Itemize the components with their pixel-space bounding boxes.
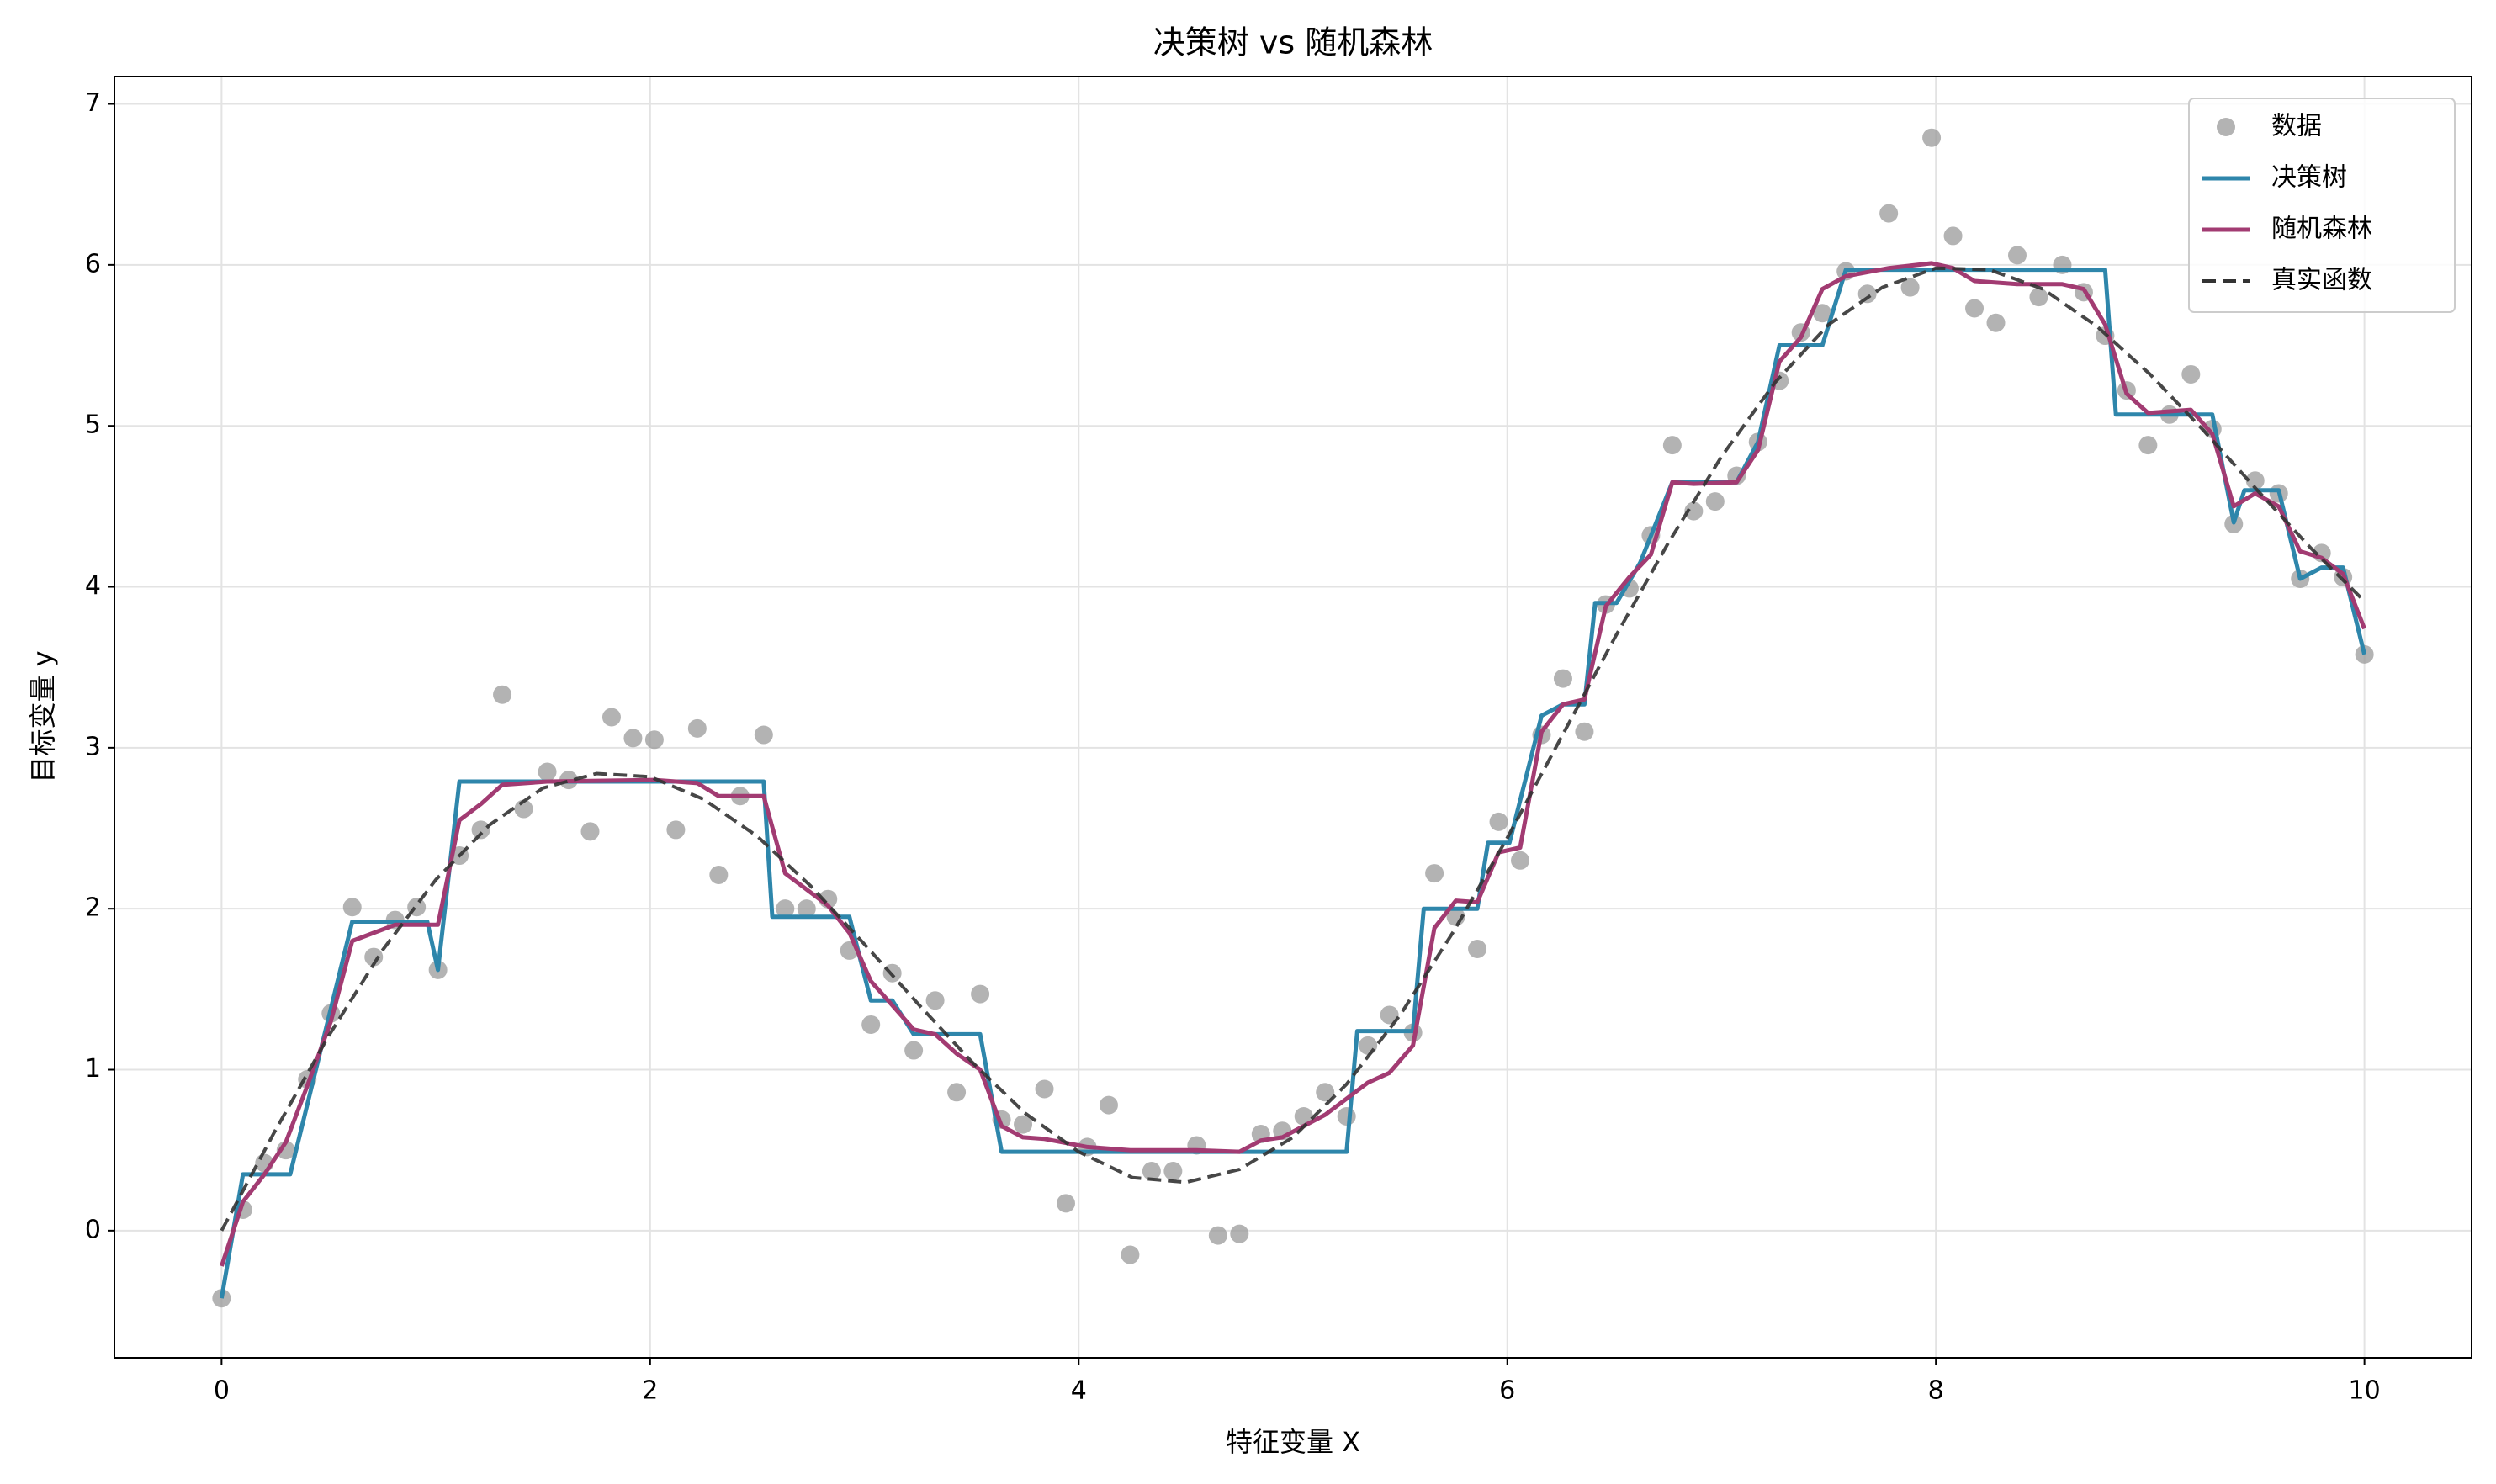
data-point <box>471 820 490 840</box>
data-point <box>493 685 512 704</box>
x-axis-label: 特征变量 X <box>1226 1426 1360 1458</box>
data-point <box>904 1041 924 1060</box>
data-point <box>1900 278 1920 297</box>
data-point <box>1857 284 1877 304</box>
data-point <box>1142 1162 1161 1181</box>
data-point <box>623 729 643 748</box>
data-point <box>1359 1036 1378 1055</box>
y-tick-label: 2 <box>85 893 101 923</box>
chart-title: 决策树 vs 随机森林 <box>1153 24 1433 61</box>
data-point <box>1662 436 1682 455</box>
x-tick-label: 6 <box>1499 1376 1515 1406</box>
prediction-line <box>219 268 2367 1299</box>
true-function-line <box>220 266 2366 1232</box>
prediction-line <box>220 261 2366 1267</box>
data-point <box>1035 1079 1054 1099</box>
legend-label: 决策树 <box>2271 163 2347 193</box>
data-point <box>580 822 600 841</box>
data-point <box>1380 1005 1399 1025</box>
data-point <box>1014 1115 1033 1134</box>
grid <box>114 77 2472 1358</box>
data-point <box>687 718 707 738</box>
y-tick-label: 4 <box>85 571 101 601</box>
data-point <box>2029 288 2048 307</box>
data-point <box>776 899 795 919</box>
data-point <box>364 947 384 967</box>
y-tick-label: 7 <box>85 88 101 118</box>
data-point <box>1425 864 1444 883</box>
data-point <box>797 899 816 919</box>
data-point <box>1965 299 1985 318</box>
x-tick-label: 10 <box>2349 1376 2381 1406</box>
data-point <box>754 725 773 745</box>
y-tick-label: 6 <box>85 249 101 278</box>
data-point <box>342 898 362 917</box>
legend-label: 真实函数 <box>2271 266 2372 295</box>
data-point <box>1337 1107 1356 1126</box>
data-point <box>514 799 533 819</box>
y-tick-label: 0 <box>85 1215 101 1244</box>
data-point <box>947 1083 967 1102</box>
x-tick-label: 4 <box>1071 1376 1087 1406</box>
data-point <box>1553 669 1572 688</box>
data-point <box>1986 313 2006 332</box>
y-tick-label: 3 <box>85 732 101 761</box>
y-tick-label: 5 <box>85 411 101 440</box>
data-point <box>1879 204 1899 223</box>
x-tick-label: 0 <box>214 1376 230 1406</box>
data-point <box>2138 436 2158 455</box>
data-point <box>2007 246 2027 265</box>
plot-area <box>212 128 2374 1308</box>
legend-marker <box>2217 118 2235 136</box>
data-point <box>1208 1226 1227 1245</box>
data-point <box>971 984 990 1004</box>
data-point <box>1684 501 1704 521</box>
data-point <box>925 991 945 1010</box>
data-point <box>1943 226 1963 246</box>
x-tick-label: 2 <box>642 1376 658 1406</box>
y-axis-label: 目标变量 y <box>27 650 59 782</box>
plot-frame <box>114 76 2472 1359</box>
data-point <box>538 762 557 782</box>
data-point <box>1705 492 1725 511</box>
data-point <box>1813 304 1832 323</box>
data-point <box>1489 812 1508 831</box>
legend-box <box>2188 98 2456 313</box>
data-point <box>2245 471 2265 490</box>
data-point <box>1099 1095 1118 1115</box>
data-point <box>644 730 664 750</box>
data-point <box>861 1015 881 1034</box>
data-point <box>666 820 686 840</box>
data-point <box>1230 1224 1249 1243</box>
data-point <box>1575 722 1594 741</box>
data-point <box>212 1289 231 1308</box>
y-tick-label: 1 <box>85 1054 101 1084</box>
data-point <box>709 866 729 885</box>
data-point <box>2181 364 2201 384</box>
data-point <box>1056 1194 1075 1213</box>
data-point <box>1468 940 1487 959</box>
data-point <box>1163 1162 1183 1181</box>
data-point <box>1511 851 1530 870</box>
x-tick-label: 8 <box>1928 1376 1944 1406</box>
data-point <box>601 708 621 727</box>
data-point <box>1121 1245 1140 1264</box>
legend-label: 数据 <box>2271 112 2322 141</box>
legend-label: 随机森林 <box>2271 215 2372 244</box>
data-point <box>1922 128 1942 147</box>
data-point <box>1316 1083 1335 1102</box>
data-point <box>1294 1107 1313 1126</box>
